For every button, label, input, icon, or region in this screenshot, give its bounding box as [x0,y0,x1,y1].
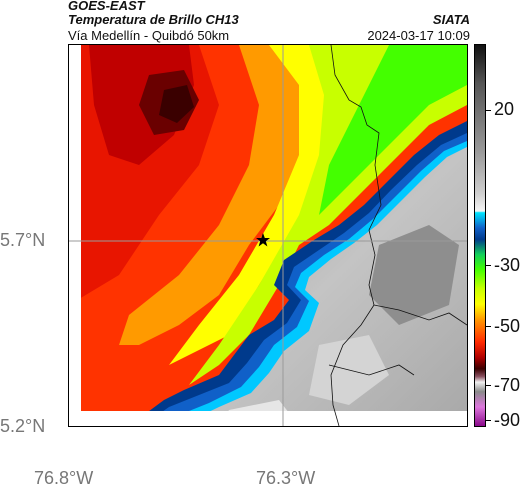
colorbar-tick [486,326,491,327]
border-line [328,364,415,376]
subtitle-row: Vía Medellín - Quibdó 50km 2024-03-17 10… [68,28,470,43]
colorbar-label-20: 20 [494,99,515,119]
lon-label-76.3: 76.3°W [256,468,316,488]
colorbar-label-minus70: -70 [494,375,521,395]
colorbar-label-minus90: -90 [494,410,521,430]
border-line [373,304,467,326]
datetime-label: 2024-03-17 10:09 [367,28,470,43]
product-title: Temperatura de Brillo CH13 SIATA [68,12,470,27]
star-icon[interactable] [256,233,270,247]
colorbar-tick [486,420,491,421]
border-line [330,45,382,426]
brightness-temperature-field [69,45,467,426]
lat-label-5.2: 5.2°N [0,416,46,436]
colorbar-tick [486,265,491,266]
region-label: Vía Medellín - Quibdó 50km [68,28,230,43]
colorbar-tick [486,110,491,111]
satellite-title: GOES-EAST [68,0,145,13]
product-name: Temperatura de Brillo CH13 [68,12,239,27]
source-label: SIATA [432,12,470,27]
lon-label-76.8: 76.8°W [34,468,94,488]
satellite-map[interactable] [68,44,468,427]
colorbar [474,44,486,427]
colorbar-label-minus30: -30 [494,255,521,275]
colorbar-label-minus50: -50 [494,316,521,336]
colorbar-tick [486,385,491,386]
lat-label-5.7: 5.7°N [0,230,46,250]
